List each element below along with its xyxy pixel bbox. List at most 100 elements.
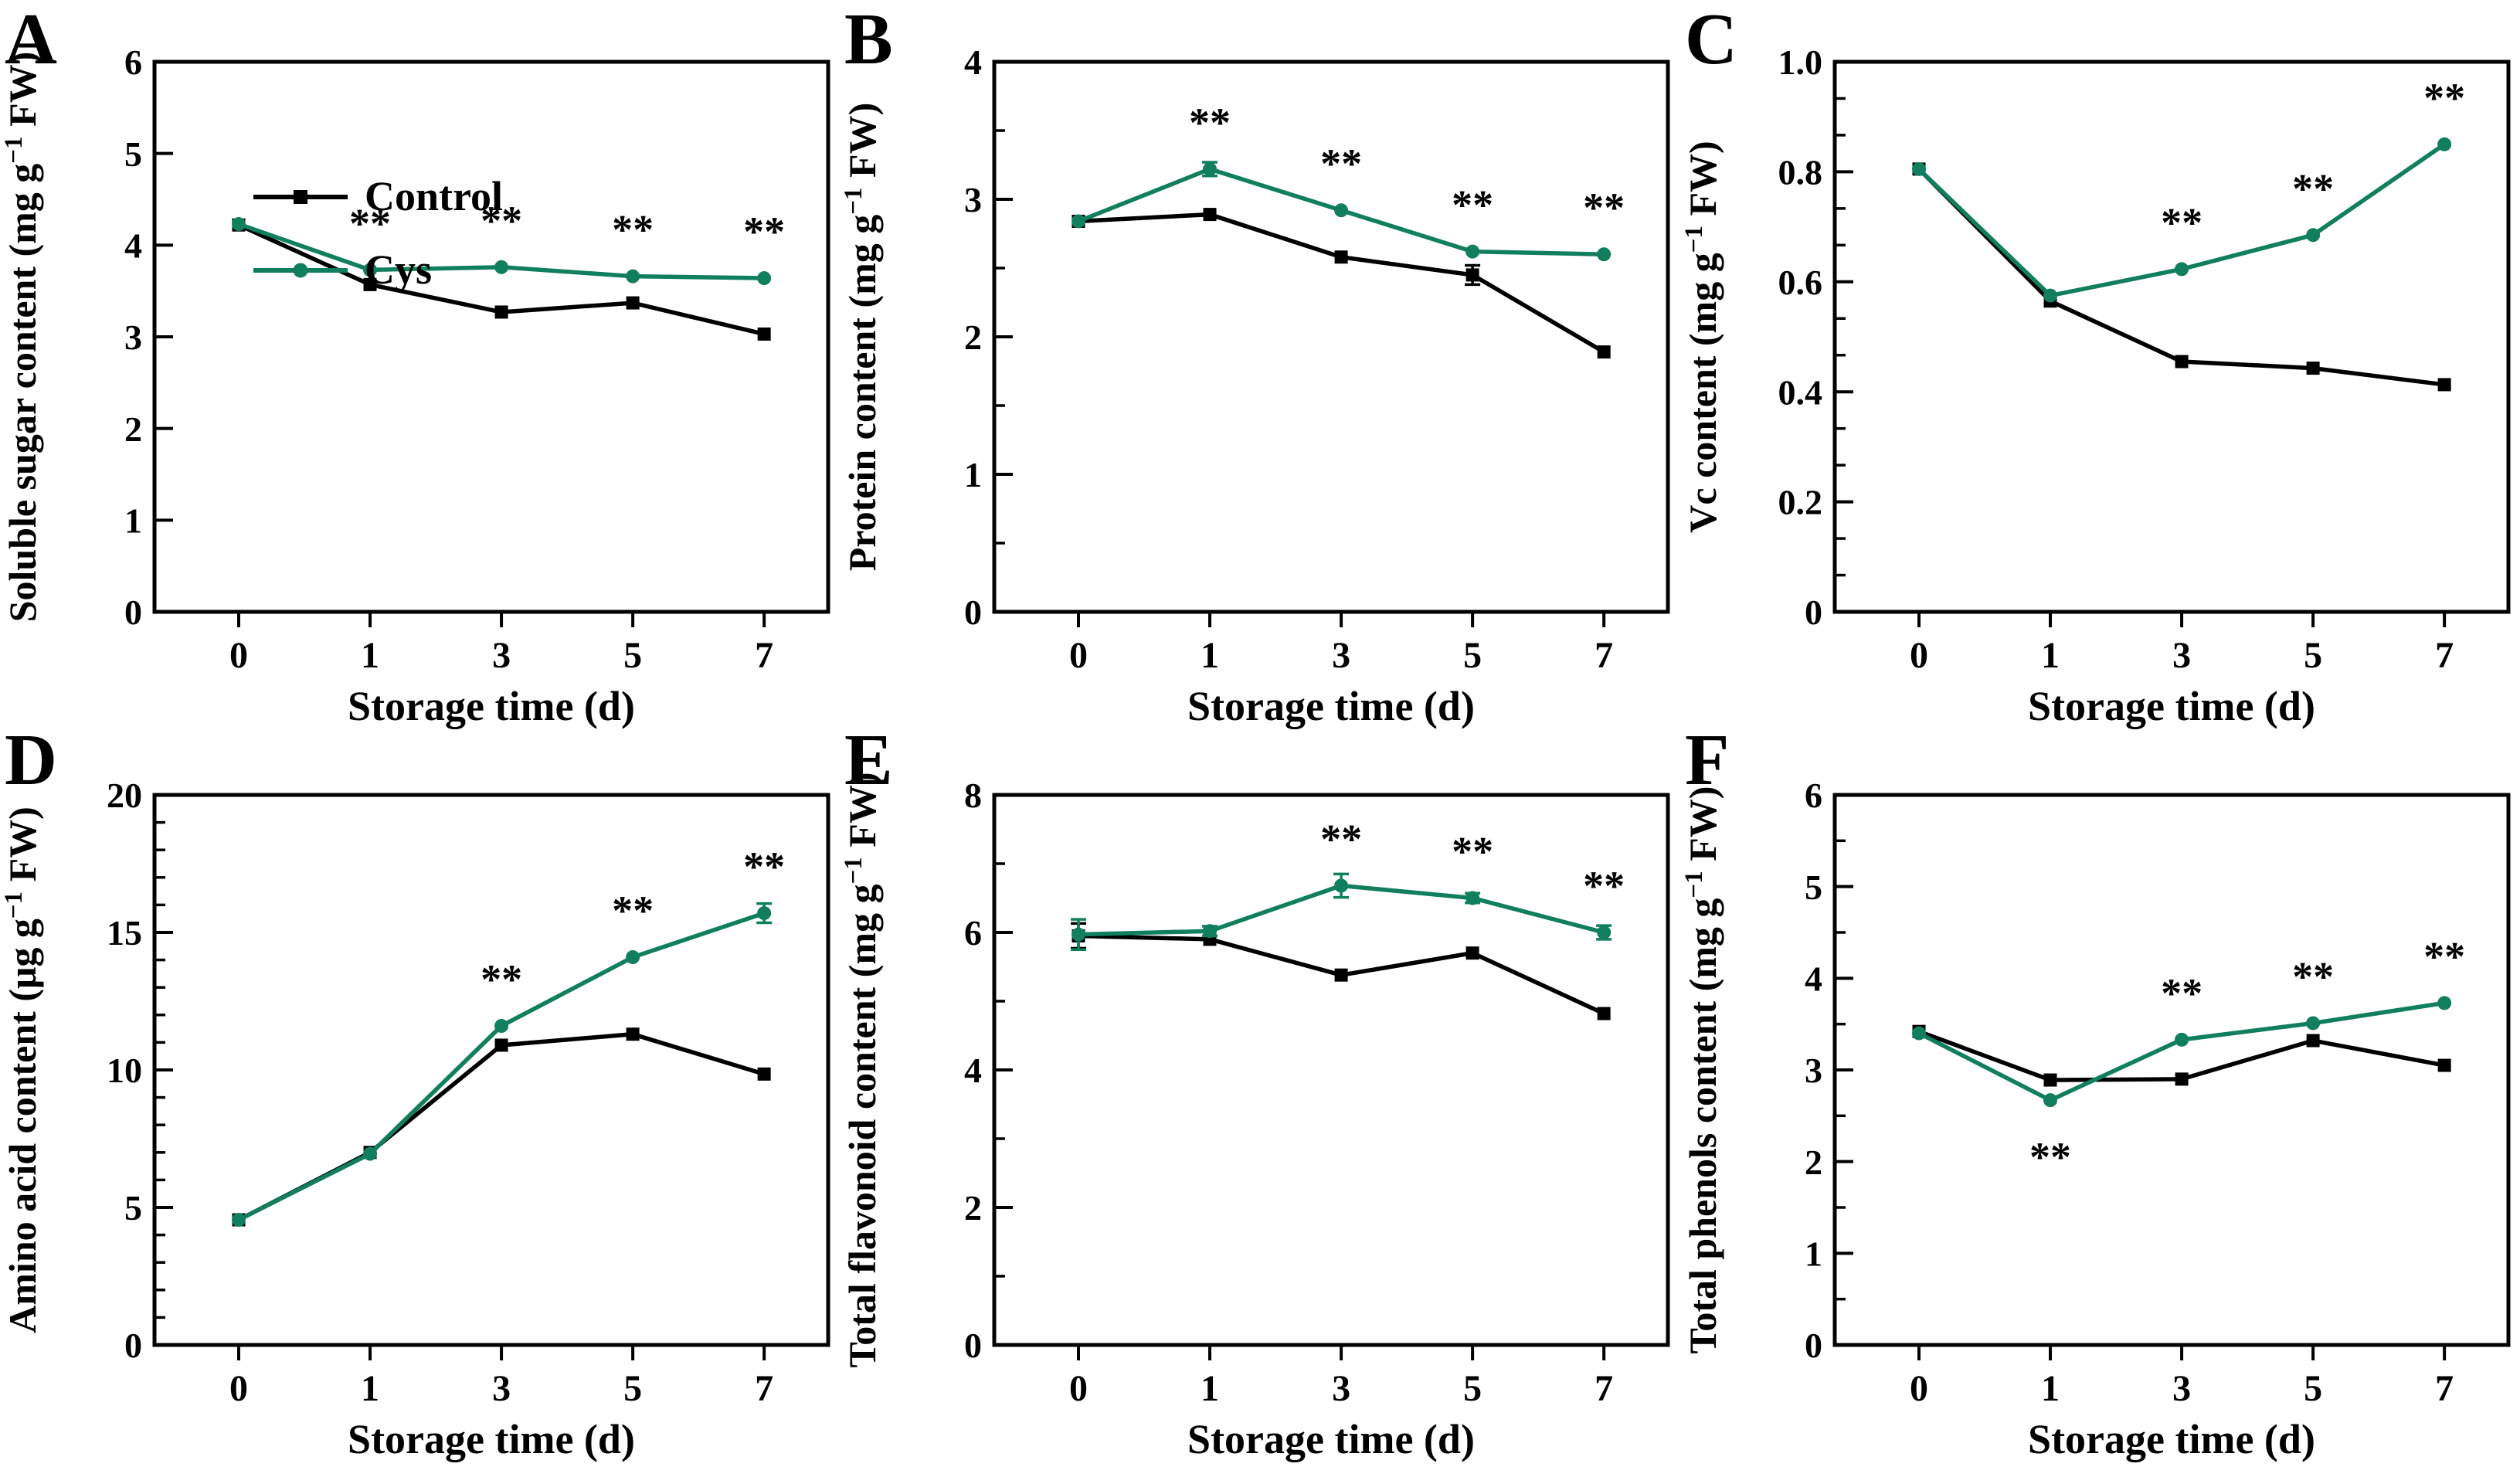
sig-label: ** xyxy=(1452,829,1493,875)
y-tick-label: 0.4 xyxy=(1778,372,1823,412)
x-axis-title: Storage time (d) xyxy=(2028,1416,2315,1462)
legend-marker-square xyxy=(294,190,307,204)
data-point-circle xyxy=(1203,924,1218,939)
x-tick-label: 3 xyxy=(492,635,511,676)
data-point-square xyxy=(2306,1034,2320,1048)
significance-markers: ** ** ** ** xyxy=(2029,933,2465,1180)
x-tick-label: 3 xyxy=(1332,635,1350,676)
x-axis: 0 1 3 5 7 Storage time (d) xyxy=(1910,1345,2454,1462)
panel-C: C 0 0.2 0.4 0.6 0.8 1.0 0 1 3 5 7 Storage time (d) V… xyxy=(1680,0,2520,733)
data-point-circle xyxy=(2306,1016,2321,1031)
y-axis: 0 0.2 0.4 0.6 0.8 1.0 xyxy=(1778,42,1853,632)
y-axis: 0 5 10 15 20 xyxy=(107,776,173,1365)
panel-E: E 0 2 4 6 8 0 1 3 5 7 Storage time (d) Total flavon… xyxy=(840,724,1680,1467)
sig-label: ** xyxy=(1189,100,1231,146)
y-axis-title: Amino acid content (μg g−1 FW) xyxy=(0,807,44,1333)
x-axis: 0 1 3 5 7 Storage time (d) xyxy=(1910,612,2454,729)
y-tick-label: 3 xyxy=(1805,1051,1822,1090)
x-tick-label: 0 xyxy=(229,1368,248,1409)
data-point-square xyxy=(757,1067,771,1081)
series-line xyxy=(1078,212,1605,354)
legend-label: Cys xyxy=(365,246,432,293)
data-point-circle xyxy=(1203,161,1218,176)
significance-markers: ** ** ** xyxy=(1320,816,1625,909)
data-point-circle xyxy=(626,950,640,965)
panel-letter-F: F xyxy=(1685,720,1730,800)
x-tick-label: 0 xyxy=(1910,1368,1928,1409)
y-tick-label: 1.0 xyxy=(1778,42,1823,82)
x-tick-label: 3 xyxy=(2172,635,2191,676)
series-control xyxy=(1072,208,1611,359)
x-tick-label: 0 xyxy=(1069,1368,1088,1409)
y-axis: 0 1 2 3 4 5 6 xyxy=(124,42,173,632)
chart-protein: 0 1 2 3 4 0 1 3 5 7 Storage time (d) Protein conten… xyxy=(840,42,1670,729)
data-point-circle xyxy=(363,1146,378,1161)
sig-label: ** xyxy=(1320,141,1362,187)
sig-label: ** xyxy=(743,209,785,255)
x-axis-title: Storage time (d) xyxy=(2028,683,2315,729)
series-cys xyxy=(232,217,772,286)
data-point-square xyxy=(2306,362,2320,375)
y-tick-label: 2 xyxy=(124,409,142,449)
y-tick-label: 2 xyxy=(964,318,982,357)
data-point-circle xyxy=(1597,925,1612,939)
x-tick-label: 5 xyxy=(2304,1368,2322,1409)
x-axis-title: Storage time (d) xyxy=(1187,1416,1475,1462)
data-point-circle xyxy=(1597,247,1612,262)
data-point-circle xyxy=(757,906,772,921)
chart-soluble-sugar: 0 1 2 3 4 5 6 0 1 3 5 7 Storage time (d) Soluble suga… xyxy=(0,42,830,729)
y-axis-title: Vc content (mg g−1 FW) xyxy=(1680,141,1724,532)
significance-markers: ** ** ** ** xyxy=(349,198,785,255)
sig-label: ** xyxy=(2161,199,2202,246)
x-tick-label: 3 xyxy=(2172,1368,2191,1409)
data-point-circle xyxy=(2043,288,2058,303)
data-point-circle xyxy=(2175,1032,2189,1047)
y-tick-label: 4 xyxy=(124,226,142,265)
x-tick-label: 5 xyxy=(623,1368,642,1409)
panel-letter-A: A xyxy=(5,0,57,80)
plot-frame xyxy=(152,793,830,1347)
data-point-square xyxy=(626,296,640,310)
sig-label: ** xyxy=(1583,863,1625,909)
y-axis-title: Total flavonoid content (mg g−1 FW) xyxy=(840,773,884,1368)
x-tick-label: 0 xyxy=(1069,635,1088,676)
y-tick-label: 0 xyxy=(124,593,142,632)
legend: Control Cys xyxy=(253,173,503,293)
sig-label: ** xyxy=(2292,165,2334,212)
x-axis-title: Storage time (d) xyxy=(1187,683,1475,729)
data-point-square xyxy=(1597,1007,1611,1020)
series-control xyxy=(1071,922,1611,1020)
y-tick-label: 5 xyxy=(124,134,142,174)
series-cys xyxy=(1071,872,1612,951)
sig-label: ** xyxy=(743,844,785,890)
sig-label: ** xyxy=(612,888,654,934)
panel-letter-C: C xyxy=(1685,0,1737,80)
plot-frame xyxy=(1832,59,2511,614)
data-point-square xyxy=(1465,268,1479,282)
y-tick-label: 0.2 xyxy=(1778,483,1823,522)
data-point-circle xyxy=(2306,228,2321,243)
plot-frame xyxy=(1832,793,2511,1347)
data-point-circle xyxy=(1912,1026,1926,1041)
x-tick-label: 1 xyxy=(361,1368,379,1409)
data-point-square xyxy=(757,327,771,341)
x-tick-label: 0 xyxy=(229,635,248,676)
series-cys xyxy=(232,902,773,1228)
y-axis: 0 1 2 3 4 xyxy=(964,42,1013,632)
y-tick-label: 0 xyxy=(1805,593,1822,632)
y-tick-label: 0.8 xyxy=(1778,153,1823,192)
data-point-square xyxy=(2437,1058,2451,1072)
sig-label: ** xyxy=(2423,75,2465,121)
x-tick-label: 1 xyxy=(2041,1368,2060,1409)
y-tick-label: 4 xyxy=(964,1051,982,1090)
data-point-square xyxy=(1203,208,1217,222)
x-tick-label: 3 xyxy=(1332,1368,1350,1409)
y-tick-label: 2 xyxy=(964,1188,982,1228)
data-point-circle xyxy=(1334,203,1349,218)
data-point-circle xyxy=(1334,878,1349,893)
y-tick-label: 3 xyxy=(964,180,982,219)
x-axis: 0 1 3 5 7 Storage time (d) xyxy=(229,1345,773,1462)
y-axis: 0 2 4 6 8 xyxy=(964,776,1013,1365)
y-tick-label: 15 xyxy=(107,913,142,953)
